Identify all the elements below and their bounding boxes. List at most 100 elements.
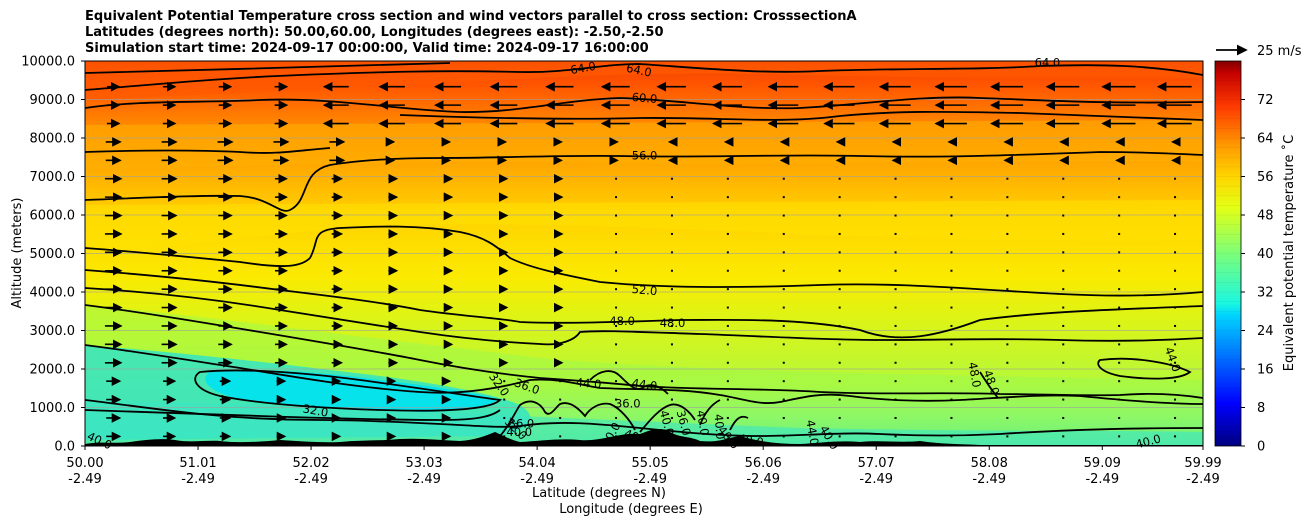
wind-vector <box>950 416 953 419</box>
contour-label: 40.0 <box>657 409 677 437</box>
wind-vector <box>950 177 953 180</box>
wind-vector <box>615 324 618 327</box>
wind-vector <box>670 288 673 291</box>
contour-labels: 64.0 64.0 64.0 60.0 56.0 52.0 48.0 48.0 44.0 44.0… <box>85 56 1184 453</box>
wind-vector <box>1006 196 1009 199</box>
wind-vector <box>1118 324 1121 327</box>
wind-vector <box>615 214 618 217</box>
wind-vector <box>1006 177 1009 180</box>
contour-rain-detail <box>589 370 669 395</box>
x-tick-label-latitude: 57.07 <box>858 456 895 471</box>
wind-vector <box>1062 196 1065 199</box>
wind-vector <box>950 343 953 346</box>
wind-vector <box>894 398 897 401</box>
wind-vector <box>838 269 841 272</box>
wind-vector <box>838 288 841 291</box>
wind-vector <box>950 380 953 383</box>
colorbar-tick-label: 16 <box>1257 363 1274 378</box>
wind-vector <box>1118 251 1121 254</box>
y-axis: 0.0 1000.0 2000.0 3000.0 4000.0 5000.0 6000.0 7… <box>21 55 85 455</box>
wind-vector <box>1174 361 1177 364</box>
colorbar-tick-label: 40 <box>1257 247 1274 262</box>
x-tick-label-longitude: -2.49 <box>520 472 554 487</box>
contour-label: 64.0 <box>625 61 653 80</box>
wind-vector <box>1174 196 1177 199</box>
terrain-orography <box>85 428 1203 446</box>
wind-vector <box>782 196 785 199</box>
wind-vector <box>615 269 618 272</box>
x-tick-label-latitude: 50.00 <box>66 456 103 471</box>
x-tick-label-longitude: -2.49 <box>407 472 441 487</box>
wind-vector <box>615 196 618 199</box>
wind-vector <box>615 288 618 291</box>
wind-vector <box>503 398 506 401</box>
wind-vector <box>1006 324 1009 327</box>
contour-label: 40.0 <box>737 431 765 449</box>
wind-vector <box>1174 398 1177 401</box>
wind-vector <box>838 177 841 180</box>
wind-vector <box>726 288 729 291</box>
chart-subtitle-coordinates: Latitudes (degrees north): 50.00,60.00, … <box>85 25 664 40</box>
wind-vector <box>726 306 729 309</box>
wind-vector <box>782 380 785 383</box>
x-tick-label-latitude: 53.03 <box>405 456 442 471</box>
contour-64-upper-line <box>85 62 451 74</box>
wind-vector <box>1174 251 1177 254</box>
x-tick-label-longitude: -2.49 <box>1085 472 1119 487</box>
wind-vector <box>1118 398 1121 401</box>
wind-vector <box>782 343 785 346</box>
wind-vector <box>838 435 841 438</box>
wind-vector <box>559 416 562 419</box>
y-tick-label: 8000.0 <box>30 132 76 147</box>
chart-subtitle-times: Simulation start time: 2024-09-17 00:00:… <box>85 41 649 56</box>
wind-vector <box>1062 251 1065 254</box>
wind-vector <box>670 416 673 419</box>
wind-vector <box>726 324 729 327</box>
contour-label: 48.0 <box>966 361 984 389</box>
wind-vector <box>894 435 897 438</box>
wind-vector <box>838 416 841 419</box>
wind-vector <box>670 343 673 346</box>
wind-vector <box>1174 214 1177 217</box>
wind-vector <box>1062 380 1065 383</box>
contour-jagged-ground <box>499 399 749 437</box>
contour-label: 52.0 <box>631 282 658 298</box>
wind-vector <box>726 196 729 199</box>
wind-vector <box>838 343 841 346</box>
colorbar-tick-label: 8 <box>1257 401 1265 416</box>
wind-vector <box>838 380 841 383</box>
wind-vector <box>1062 177 1065 180</box>
wind-vector <box>1118 343 1121 346</box>
wind-vector <box>894 361 897 364</box>
y-tick-label: 0.0 <box>54 440 75 455</box>
wind-vector <box>950 196 953 199</box>
contour-56-line <box>85 151 1203 212</box>
wind-vector <box>838 214 841 217</box>
contour-label: 32.0 <box>302 401 330 419</box>
wind-vector <box>838 398 841 401</box>
wind-vector <box>894 269 897 272</box>
x-tick-label-longitude: -2.49 <box>68 472 102 487</box>
chart-title: Equivalent Potential Temperature cross s… <box>85 9 857 24</box>
y-tick-label: 2000.0 <box>30 363 76 378</box>
x-tick-label-longitude: -2.49 <box>859 472 893 487</box>
wind-vector <box>503 380 506 383</box>
wind-vector <box>894 416 897 419</box>
wind-vector <box>782 324 785 327</box>
colorbar-tick-label: 56 <box>1257 170 1274 185</box>
wind-vector <box>782 435 785 438</box>
wind-vector <box>1062 361 1065 364</box>
contour-label: 44.0 <box>631 376 658 393</box>
wind-vector <box>838 196 841 199</box>
wind-vector <box>1118 214 1121 217</box>
wind-vector <box>726 269 729 272</box>
wind-vector <box>726 361 729 364</box>
wind-vector <box>1118 361 1121 364</box>
wind-vector <box>1174 380 1177 383</box>
wind-vector <box>670 361 673 364</box>
wind-vector <box>894 306 897 309</box>
wind-vector <box>1118 416 1121 419</box>
contour-36-lower-line <box>85 409 501 421</box>
wind-vector <box>1062 324 1065 327</box>
wind-vector <box>615 361 618 364</box>
